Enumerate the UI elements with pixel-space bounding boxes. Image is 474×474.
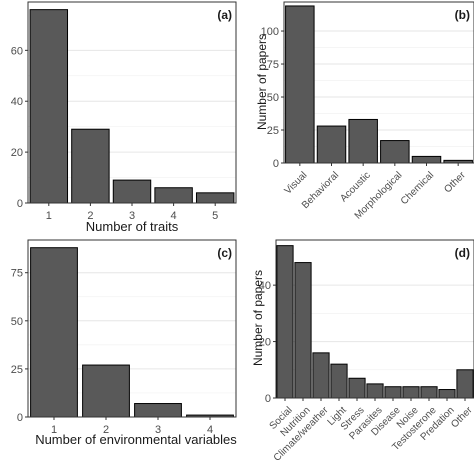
y-tick-label: 40 xyxy=(259,280,271,292)
y-tick-label: 25 xyxy=(267,125,279,137)
y-tick-label: 0 xyxy=(17,198,23,210)
x-tick-label: 5 xyxy=(212,210,218,222)
y-tick-label: 20 xyxy=(11,147,23,159)
bar xyxy=(112,179,152,204)
panel-label: (d) xyxy=(455,246,470,260)
bar xyxy=(316,125,347,164)
y-tick-label: 40 xyxy=(11,96,23,108)
bar xyxy=(380,140,410,164)
panel-border xyxy=(27,239,237,418)
bar xyxy=(366,383,384,399)
chart-panel-2: 0255075100VisualBehavioralAcousticMorpho… xyxy=(255,1,474,222)
bar xyxy=(285,5,315,164)
panel-background xyxy=(284,2,474,163)
bar xyxy=(276,245,294,399)
x-tick-label: 4 xyxy=(171,210,177,222)
bar xyxy=(438,389,456,399)
x-tick-label: Visual xyxy=(283,170,310,197)
panel-label: (b) xyxy=(455,8,470,22)
y-tick-label: 60 xyxy=(11,45,23,57)
x-tick-label: 4 xyxy=(207,424,213,436)
y-tick-label: 75 xyxy=(267,59,279,71)
x-tick-label: 3 xyxy=(155,424,161,436)
bar xyxy=(71,128,110,204)
x-axis-title: Number of environmental variables xyxy=(35,432,237,447)
x-tick-label: 3 xyxy=(129,210,135,222)
x-tick-label: Chemical xyxy=(399,170,436,207)
bar xyxy=(29,9,69,204)
bar xyxy=(411,155,442,164)
chart-panel-4: 02040SocialNutritionClimate/weatherLight… xyxy=(251,239,474,464)
x-axis-title: Number of traits xyxy=(86,219,179,234)
bar xyxy=(30,247,78,418)
bar xyxy=(82,364,130,418)
chart-panel-3: 0 25 50 75 1 2 3 4 (c) Number of environmental va… xyxy=(11,239,237,447)
y-tick-label: 0 xyxy=(17,412,23,424)
bar xyxy=(348,118,378,164)
bar xyxy=(134,403,182,418)
chart-panel-1: 0 20 40 60 1 2 3 4 5 (a) Number of traits xyxy=(11,1,237,234)
bar xyxy=(154,187,193,204)
panel-label: (a) xyxy=(217,8,232,22)
x-tick-label: 2 xyxy=(87,210,93,222)
bar xyxy=(384,386,402,399)
bar xyxy=(294,262,312,399)
y-tick-label: 50 xyxy=(11,316,23,328)
x-tick-label: 1 xyxy=(51,424,57,436)
bar xyxy=(420,386,438,399)
bar xyxy=(348,377,366,399)
x-tick-label: Other xyxy=(449,404,474,430)
y-tick-label: 100 xyxy=(261,26,279,38)
bar xyxy=(456,369,474,399)
y-tick-label: 25 xyxy=(11,364,23,376)
panel-border xyxy=(283,1,474,164)
y-tick-label: 0 xyxy=(265,393,271,405)
y-axis-title: Number of papers xyxy=(251,270,265,366)
bar xyxy=(330,363,348,399)
bar xyxy=(312,352,330,399)
x-tick-label: Other xyxy=(442,169,468,195)
y-tick-label: 75 xyxy=(11,268,23,280)
y-tick-label: 20 xyxy=(259,337,271,349)
bar xyxy=(402,386,420,399)
y-tick-label: 0 xyxy=(273,158,279,170)
x-tick-label: 2 xyxy=(103,424,109,436)
bar xyxy=(195,192,235,204)
y-axis-title: Number of papers xyxy=(255,34,269,130)
x-tick-label: 1 xyxy=(46,210,52,222)
y-tick-label: 50 xyxy=(267,92,279,104)
panel-label: (c) xyxy=(217,246,232,260)
